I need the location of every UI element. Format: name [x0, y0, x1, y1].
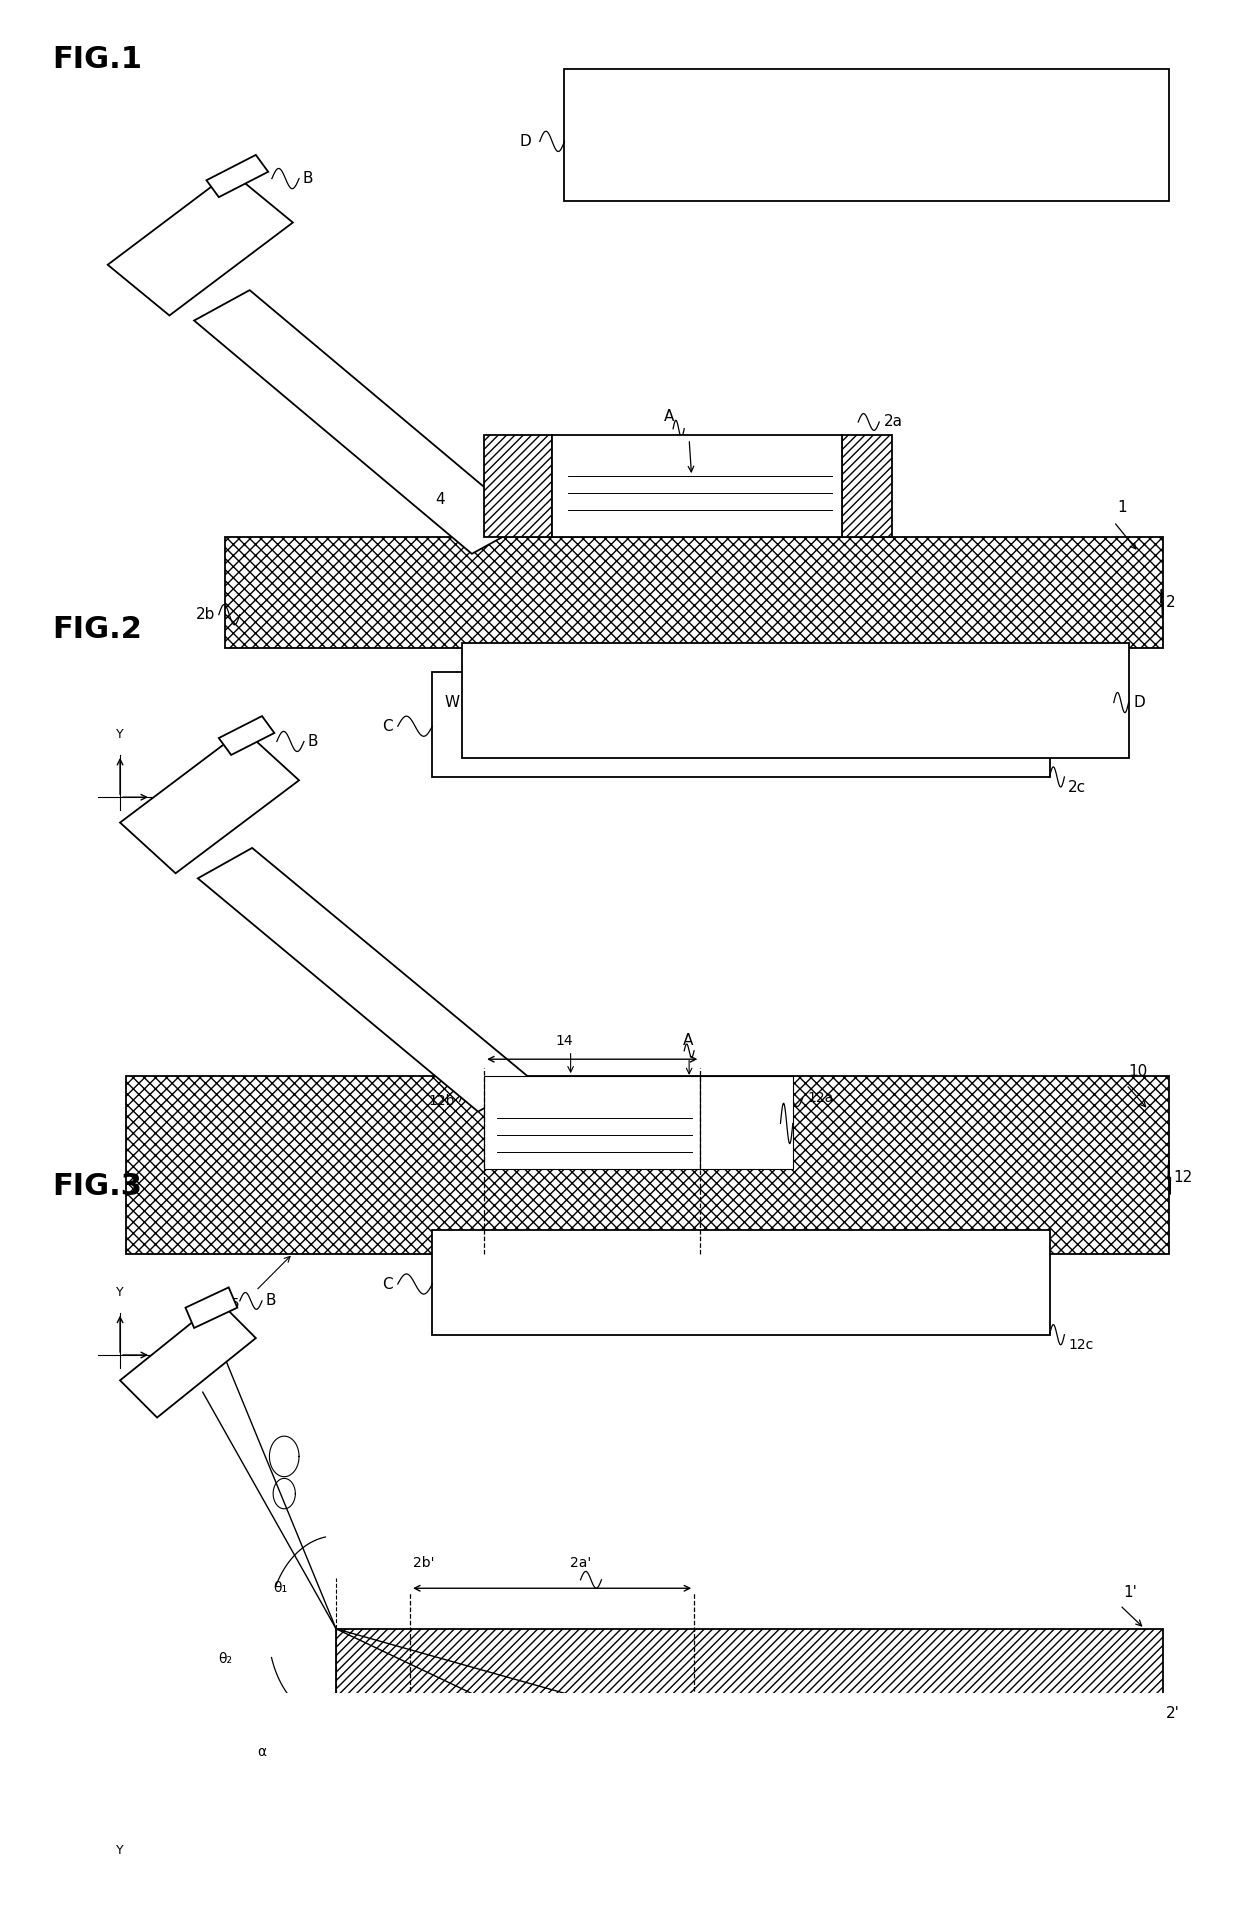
- Polygon shape: [120, 730, 299, 874]
- Text: A: A: [665, 409, 675, 424]
- Text: 4: 4: [435, 491, 445, 507]
- Text: Y: Y: [117, 728, 124, 742]
- Bar: [564, 69, 1169, 201]
- Text: θ₁: θ₁: [274, 1581, 288, 1595]
- Text: θ₂: θ₂: [218, 1652, 232, 1665]
- Bar: [463, 644, 1128, 759]
- Text: FIG.2: FIG.2: [52, 614, 143, 644]
- Bar: [842, 436, 892, 537]
- Bar: [433, 1229, 1049, 1335]
- Text: B: B: [303, 170, 314, 185]
- Text: C: C: [382, 1277, 393, 1291]
- Text: X: X: [157, 811, 166, 824]
- Text: B: B: [308, 734, 319, 750]
- Text: FIG.3: FIG.3: [52, 1172, 143, 1201]
- Text: A: A: [683, 1032, 693, 1048]
- Polygon shape: [120, 1300, 255, 1417]
- Text: 12: 12: [1173, 1170, 1193, 1185]
- Text: C: C: [382, 719, 393, 734]
- Text: Y: Y: [117, 1843, 124, 1857]
- Text: FIG.1: FIG.1: [52, 46, 143, 75]
- Text: 2': 2': [1166, 1706, 1179, 1721]
- Bar: [126, 1076, 1169, 1254]
- Text: D: D: [1133, 696, 1146, 709]
- Text: α: α: [258, 1746, 267, 1759]
- Text: 2a': 2a': [570, 1556, 591, 1570]
- Text: 1: 1: [1117, 499, 1127, 514]
- Bar: [701, 1076, 792, 1168]
- Text: Y: Y: [117, 1287, 124, 1300]
- Text: 2a: 2a: [884, 415, 903, 430]
- Bar: [552, 436, 842, 537]
- Bar: [484, 436, 552, 537]
- Text: 15: 15: [222, 1296, 241, 1312]
- Text: X: X: [157, 1369, 166, 1382]
- Text: W: W: [444, 696, 460, 709]
- Text: 2b: 2b: [196, 608, 215, 621]
- Text: 10: 10: [1128, 1065, 1148, 1080]
- Bar: [433, 673, 1049, 776]
- Polygon shape: [186, 1287, 237, 1329]
- Text: 12c: 12c: [1068, 1338, 1094, 1352]
- Text: 2b': 2b': [413, 1556, 434, 1570]
- Text: D: D: [520, 134, 531, 149]
- Text: 2c: 2c: [1068, 780, 1086, 795]
- Text: 2: 2: [1166, 595, 1176, 610]
- Text: 14: 14: [556, 1034, 573, 1048]
- Polygon shape: [195, 291, 527, 554]
- Polygon shape: [108, 172, 293, 315]
- Polygon shape: [207, 155, 268, 197]
- Bar: [224, 537, 1163, 648]
- Polygon shape: [198, 847, 533, 1111]
- Bar: [336, 1629, 1163, 1765]
- Bar: [484, 1076, 701, 1168]
- Text: 1': 1': [1123, 1585, 1137, 1600]
- Text: 12b: 12b: [428, 1094, 455, 1109]
- Text: B: B: [265, 1293, 277, 1308]
- Text: 12a: 12a: [807, 1092, 833, 1105]
- Polygon shape: [218, 717, 274, 755]
